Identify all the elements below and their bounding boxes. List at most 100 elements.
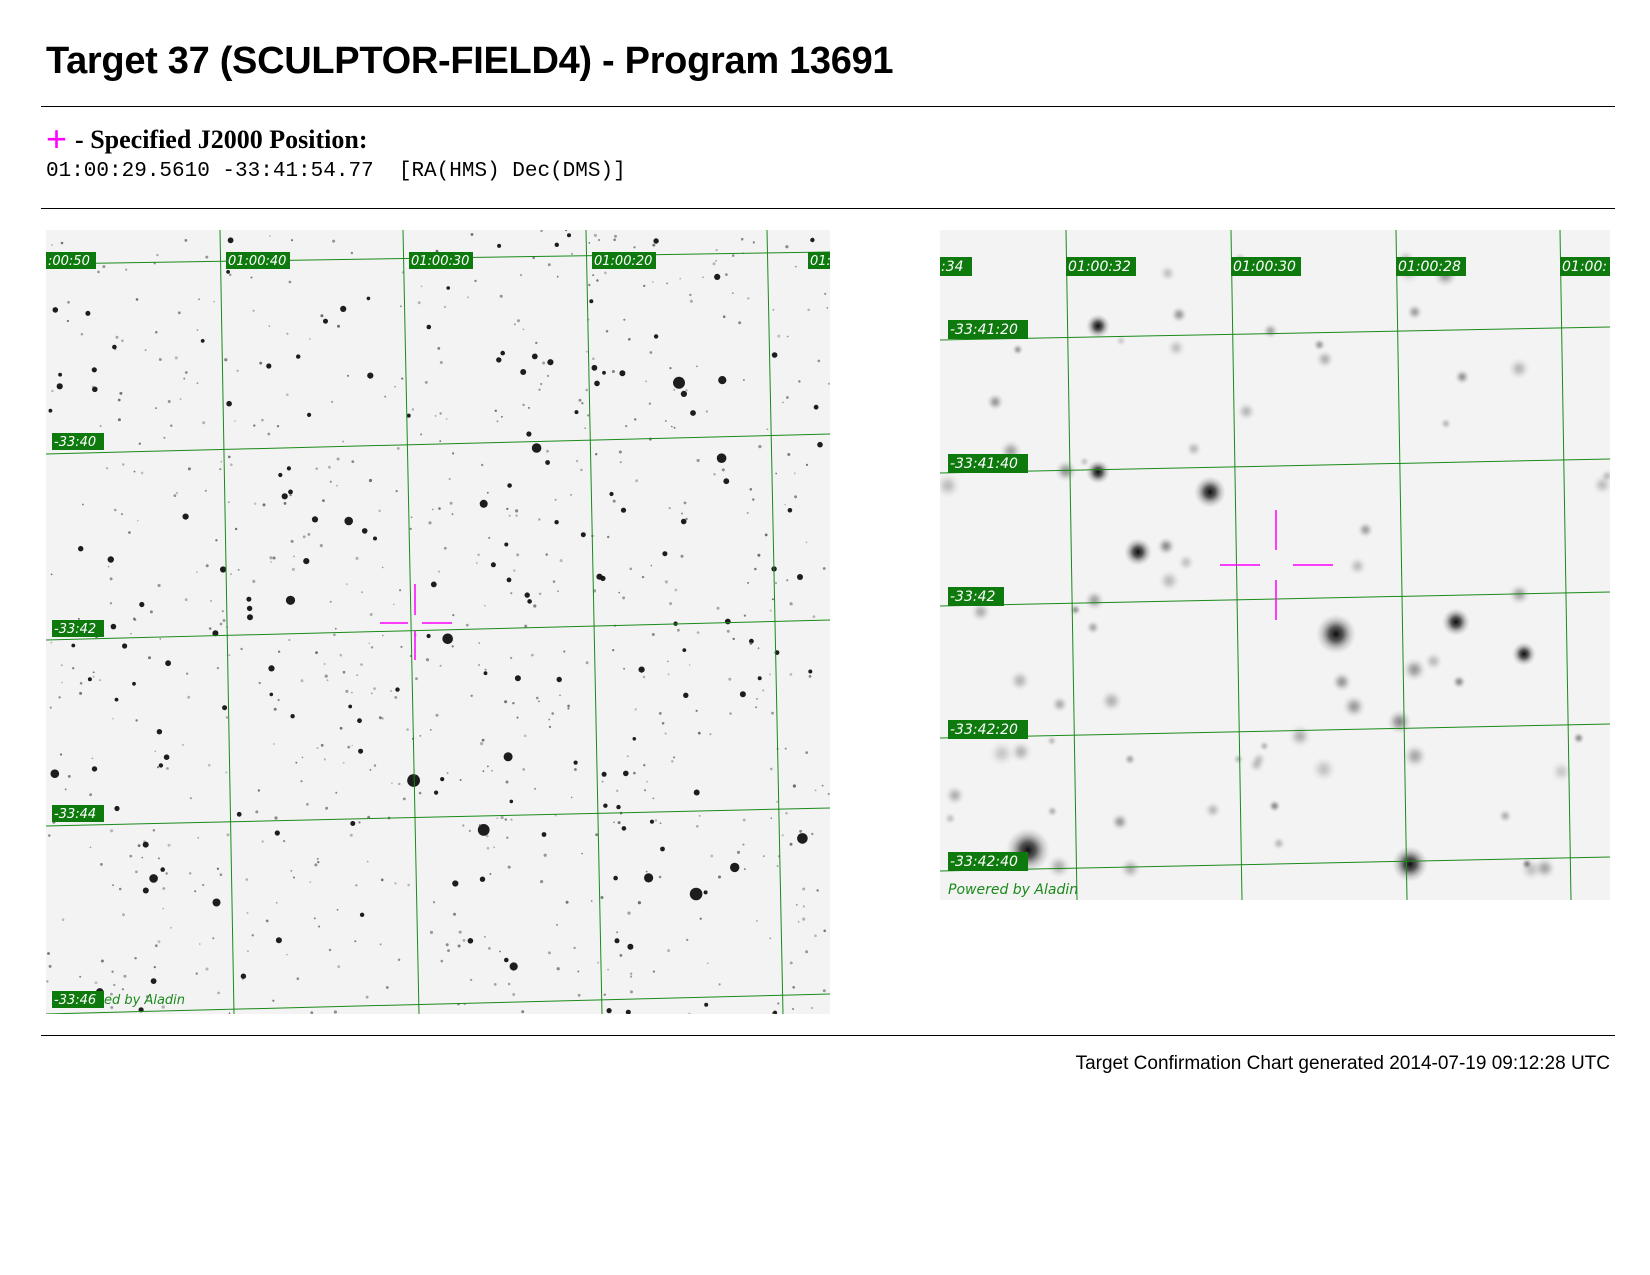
star: [246, 950, 249, 953]
star: [685, 517, 688, 520]
star: [167, 400, 171, 403]
star: [683, 692, 689, 698]
star: [669, 602, 673, 606]
star: [500, 815, 504, 820]
star: [210, 599, 212, 602]
star: [276, 425, 280, 428]
star: [535, 341, 538, 345]
star: [482, 770, 485, 773]
star: [547, 359, 554, 366]
star: [288, 280, 292, 284]
star: [609, 491, 614, 497]
star: [435, 713, 439, 717]
star: [712, 262, 716, 266]
star: [1262, 322, 1279, 339]
star: [91, 757, 94, 760]
star: [275, 901, 278, 904]
star: [698, 815, 701, 817]
star: [381, 717, 384, 720]
star: [621, 826, 627, 831]
star: [292, 876, 295, 879]
star: [175, 491, 179, 495]
star: [772, 1012, 774, 1014]
star: [196, 329, 199, 331]
star: [699, 917, 702, 920]
star: [679, 277, 681, 280]
star: [506, 507, 509, 510]
star: [194, 890, 197, 893]
star: [351, 460, 355, 463]
star: [87, 677, 92, 682]
star: [122, 463, 125, 466]
star: [438, 507, 441, 510]
star: [50, 573, 53, 576]
star: [787, 508, 793, 513]
star: [360, 663, 363, 666]
star: [580, 532, 586, 538]
star: [504, 542, 509, 547]
star: [391, 782, 393, 785]
star: [677, 628, 680, 632]
star: [1454, 369, 1470, 385]
star: [792, 784, 797, 788]
star: [50, 769, 60, 778]
star: [486, 846, 490, 850]
star: [509, 799, 514, 804]
star: [1166, 338, 1186, 358]
star: [219, 468, 222, 471]
star: [335, 791, 338, 794]
star: [1342, 694, 1366, 719]
star: [106, 467, 109, 470]
star: [813, 404, 819, 410]
star: [604, 271, 607, 275]
star: [559, 559, 563, 563]
star: [710, 854, 714, 858]
star: [614, 938, 620, 944]
star: [319, 544, 323, 548]
star: [812, 615, 816, 618]
star: [546, 374, 549, 377]
star: [516, 716, 519, 719]
star: [130, 632, 132, 635]
star: [257, 789, 261, 792]
star: [645, 870, 648, 873]
star: [764, 533, 768, 537]
star: [402, 797, 406, 801]
star: [638, 666, 645, 673]
dec-label: -33:40: [54, 435, 96, 450]
ra-label: 01:00:: [1562, 259, 1607, 275]
star: [1387, 709, 1412, 735]
star: [158, 358, 162, 361]
star: [627, 911, 631, 915]
star: [689, 887, 703, 901]
star: [762, 855, 765, 858]
star: [112, 717, 114, 720]
star: [258, 681, 261, 685]
star: [614, 234, 617, 238]
star: [577, 970, 580, 973]
star: [528, 406, 530, 409]
star: [824, 292, 827, 295]
star: [141, 856, 144, 859]
star: [157, 940, 161, 944]
star: [345, 583, 348, 585]
star: [581, 852, 583, 855]
star: [327, 465, 331, 469]
star: [705, 410, 709, 413]
star: [205, 564, 209, 568]
star: [673, 756, 676, 759]
star: [524, 592, 530, 598]
star: [282, 839, 286, 843]
star: [823, 929, 826, 933]
star: [446, 286, 451, 290]
star: [986, 393, 1004, 411]
ra-label: 01:00:30: [1233, 259, 1296, 275]
star: [508, 514, 511, 517]
star: [613, 875, 618, 881]
star: [515, 514, 518, 517]
star: [226, 270, 231, 274]
star: [483, 671, 488, 676]
star: [940, 472, 961, 499]
star: [591, 364, 598, 371]
star: [671, 425, 673, 428]
